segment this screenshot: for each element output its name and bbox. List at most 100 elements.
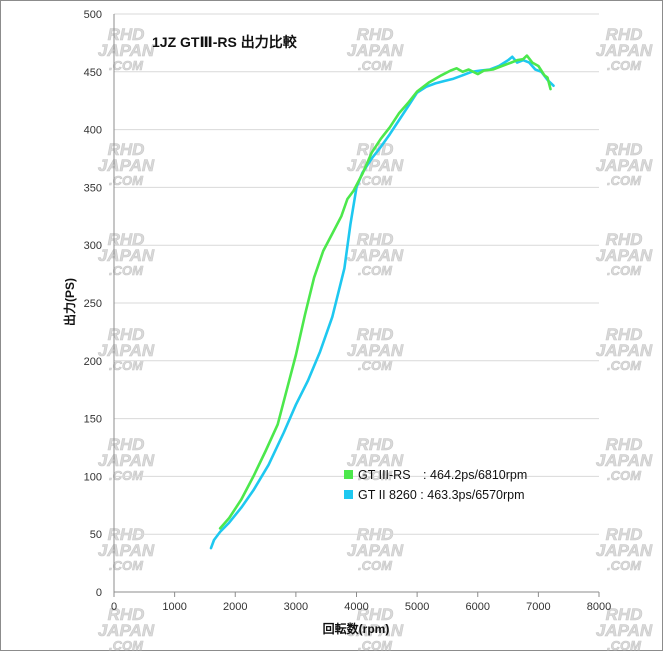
watermark-text: .COM — [607, 358, 642, 373]
watermark-text: JAPAN — [596, 451, 653, 470]
watermark-text: JAPAN — [596, 41, 653, 60]
watermark-text: JAPAN — [98, 541, 155, 560]
x-tick-label: 8000 — [587, 601, 611, 613]
watermark-text: .COM — [358, 358, 393, 373]
legend-swatch-gt2-8260 — [344, 490, 353, 499]
watermark-text: RHD — [606, 230, 643, 249]
x-axis-ticks: 0 1000 2000 3000 4000 5000 6000 7000 8000 — [111, 592, 611, 613]
watermark-text: JAPAN — [98, 451, 155, 470]
watermark-text: RHD — [606, 25, 643, 44]
watermark-text: JAPAN — [98, 341, 155, 360]
legend-label-gt3rs: GT III-RS : 464.2ps/6810rpm — [358, 468, 527, 482]
watermark-text: JAPAN — [347, 246, 404, 265]
y-tick-label: 150 — [84, 414, 102, 426]
watermark-text: RHD — [108, 325, 145, 344]
y-tick-label: 0 — [96, 587, 102, 599]
watermark-text: RHD — [108, 25, 145, 44]
y-tick-label: 400 — [84, 125, 102, 137]
series-line-gt2-8260 — [209, 55, 555, 550]
watermark-text: JAPAN — [596, 621, 653, 640]
watermark-text: RHD — [108, 230, 145, 249]
watermark-text: JAPAN — [347, 341, 404, 360]
watermark-text: RHD — [606, 325, 643, 344]
watermark-text: JAPAN — [98, 41, 155, 60]
watermark-text: JAPAN — [596, 541, 653, 560]
x-tick-label: 0 — [111, 601, 117, 613]
watermark-text: .COM — [607, 173, 642, 188]
y-tick-label: 200 — [84, 356, 102, 368]
watermark-text: JAPAN — [98, 246, 155, 265]
x-tick-label: 1000 — [162, 601, 186, 613]
series-lines — [209, 54, 555, 550]
watermark-text: JAPAN — [347, 156, 404, 175]
y-tick-label: 300 — [84, 240, 102, 252]
watermark-text: .COM — [607, 638, 642, 651]
watermark-text: RHD — [108, 435, 145, 454]
watermark-text: RHD — [606, 525, 643, 544]
chart-title: 1JZ GTⅢ-RS 出力比較 — [152, 34, 298, 50]
x-axis-title: 回転数(rpm) — [323, 621, 390, 636]
watermark-text: JAPAN — [347, 451, 404, 470]
watermark-text: JAPAN — [98, 156, 155, 175]
watermark-text: .COM — [358, 58, 393, 73]
series-line-gt3rs — [218, 54, 552, 530]
watermark-text: .COM — [109, 638, 144, 651]
y-axis-ticks: 0 50 100 150 200 250 300 350 400 450 500 — [84, 9, 102, 599]
watermark-text: .COM — [607, 58, 642, 73]
watermark-text: RHD — [357, 435, 394, 454]
watermark-text: .COM — [358, 638, 393, 651]
watermark-text: JAPAN — [596, 246, 653, 265]
watermark-text: .COM — [109, 173, 144, 188]
watermark-text: .COM — [109, 58, 144, 73]
watermark-text: RHD — [357, 605, 394, 624]
x-tick-label: 5000 — [405, 601, 429, 613]
y-tick-label: 350 — [84, 182, 102, 194]
watermark-text: RHD — [108, 605, 145, 624]
x-tick-label: 2000 — [223, 601, 247, 613]
watermark-text: RHD — [357, 230, 394, 249]
y-tick-label: 450 — [84, 67, 102, 79]
watermark-text: RHD — [108, 140, 145, 159]
watermark-text: RHD — [606, 140, 643, 159]
watermark-text: JAPAN — [347, 41, 404, 60]
legend-label-gt2-8260: GT II 8260 : 463.3ps/6570rpm — [358, 488, 525, 502]
watermark-text: RHD — [357, 25, 394, 44]
watermark-text: .COM — [607, 263, 642, 278]
x-tick-label: 4000 — [344, 601, 368, 613]
y-axis-title: 出力(PS) — [62, 278, 77, 326]
watermark-text: .COM — [607, 558, 642, 573]
y-tick-label: 100 — [84, 471, 102, 483]
legend: GT III-RS : 464.2ps/6810rpm GT II 8260 :… — [344, 468, 527, 502]
watermark-text: RHD — [357, 325, 394, 344]
watermark-text: JAPAN — [98, 621, 155, 640]
gridlines — [113, 13, 599, 593]
x-tick-label: 3000 — [284, 601, 308, 613]
watermark-text: .COM — [109, 468, 144, 483]
watermark-text: RHD — [606, 435, 643, 454]
y-tick-label: 50 — [90, 529, 102, 541]
watermark-text: .COM — [109, 358, 144, 373]
y-tick-label: 500 — [84, 9, 102, 21]
watermark-layer: RHDJAPAN.COMRHDJAPAN.COMRHDJAPAN.COMRHDJ… — [98, 25, 654, 651]
watermark-text: .COM — [109, 558, 144, 573]
watermark-text: JAPAN — [347, 621, 404, 640]
y-tick-label: 250 — [84, 298, 102, 310]
watermark-text: JAPAN — [347, 541, 404, 560]
